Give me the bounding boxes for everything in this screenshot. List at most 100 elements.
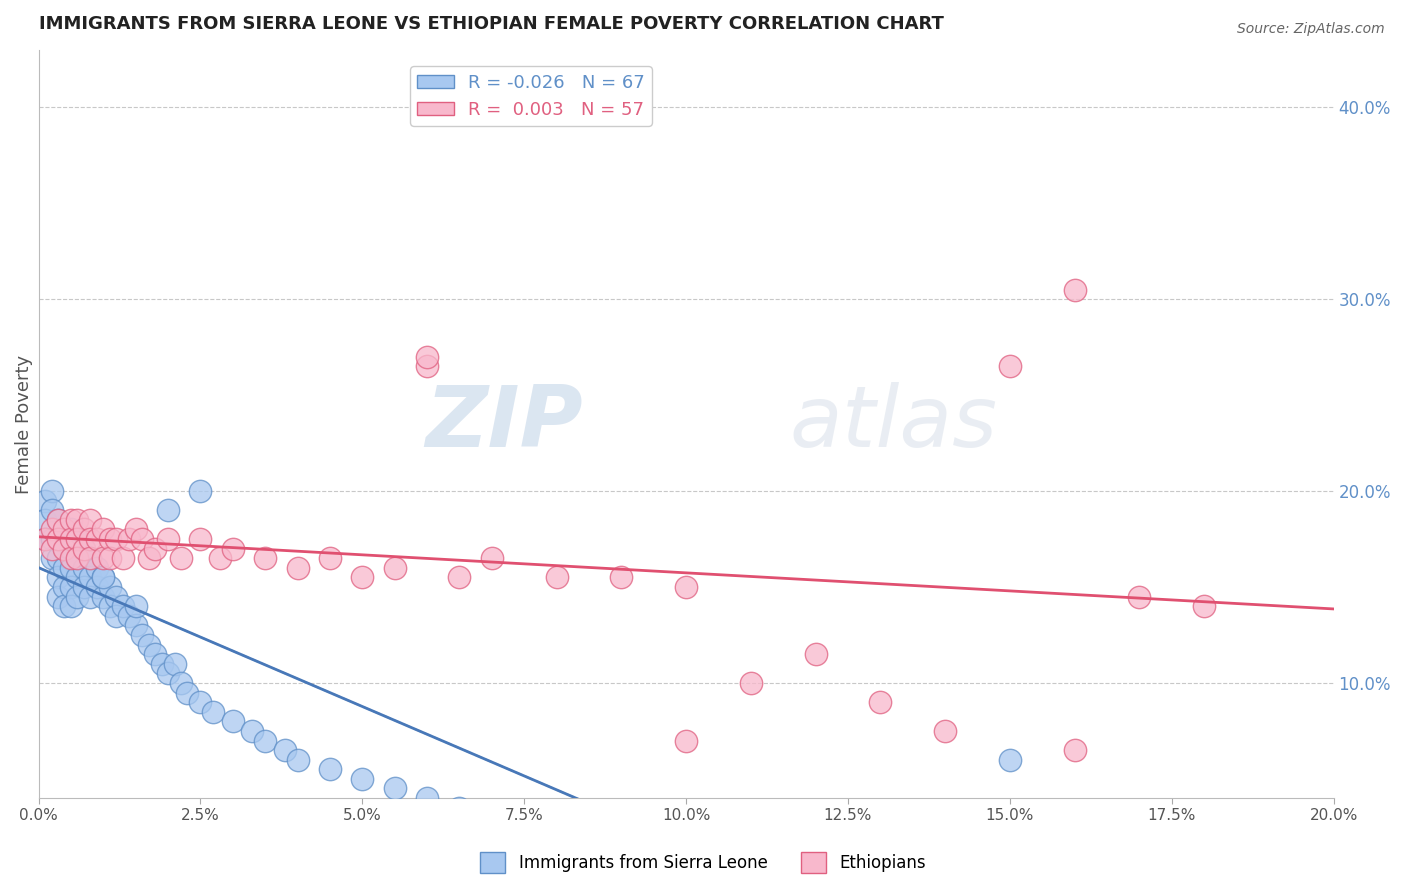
Point [352, 570, 374, 584]
Point [804, 647, 827, 661]
Point [131, 532, 153, 546]
Point [41, 532, 63, 546]
Point [59, 599, 82, 614]
Point [59, 541, 82, 556]
Point [98, 532, 121, 546]
Point [449, 800, 471, 814]
Point [384, 781, 406, 796]
Point [190, 695, 212, 709]
Point [208, 551, 231, 566]
Point [66, 513, 89, 527]
Point [125, 523, 148, 537]
Point [163, 657, 186, 671]
Point [66, 551, 89, 566]
Point [34, 513, 56, 527]
Point [59, 580, 82, 594]
Point [240, 723, 263, 738]
Point [79, 532, 101, 546]
Point [546, 570, 568, 584]
Point [254, 733, 277, 747]
Point [150, 657, 173, 671]
Point [79, 551, 101, 566]
Point [73, 541, 96, 556]
Point [170, 676, 193, 690]
Point [287, 561, 309, 575]
Point [86, 580, 108, 594]
Point [998, 359, 1021, 374]
Point [138, 638, 160, 652]
Point [91, 523, 114, 537]
Point [105, 608, 128, 623]
Point [416, 350, 439, 364]
Point [143, 541, 166, 556]
Point [610, 570, 633, 584]
Point [222, 714, 245, 729]
Legend: Immigrants from Sierra Leone, Ethiopians: Immigrants from Sierra Leone, Ethiopians [474, 846, 932, 880]
Point [46, 513, 69, 527]
Point [53, 541, 76, 556]
Point [53, 541, 76, 556]
Point [59, 532, 82, 546]
Point [157, 503, 180, 517]
Point [202, 705, 225, 719]
Text: Source: ZipAtlas.com: Source: ZipAtlas.com [1237, 22, 1385, 37]
Point [59, 513, 82, 527]
Point [91, 590, 114, 604]
Point [73, 523, 96, 537]
Point [157, 666, 180, 681]
Point [66, 532, 89, 546]
Point [138, 551, 160, 566]
Point [34, 493, 56, 508]
Point [118, 608, 141, 623]
Point [46, 532, 69, 546]
Point [1192, 599, 1215, 614]
Point [41, 541, 63, 556]
Point [46, 551, 69, 566]
Point [111, 599, 134, 614]
Point [222, 541, 245, 556]
Point [190, 484, 212, 499]
Point [59, 523, 82, 537]
Point [125, 618, 148, 632]
Point [1063, 743, 1085, 757]
Point [190, 532, 212, 546]
Point [59, 551, 82, 566]
Point [46, 532, 69, 546]
Point [449, 570, 471, 584]
Point [66, 570, 89, 584]
Point [79, 570, 101, 584]
Point [319, 762, 342, 776]
Point [53, 561, 76, 575]
Point [740, 676, 762, 690]
Point [73, 580, 96, 594]
Point [86, 561, 108, 575]
Point [131, 628, 153, 642]
Legend: R = -0.026   N = 67, R =  0.003   N = 57: R = -0.026 N = 67, R = 0.003 N = 57 [411, 66, 652, 126]
Point [287, 753, 309, 767]
Point [675, 580, 697, 594]
Point [34, 532, 56, 546]
Point [34, 532, 56, 546]
Point [125, 599, 148, 614]
Text: atlas: atlas [790, 383, 998, 466]
Point [998, 753, 1021, 767]
Point [91, 570, 114, 584]
Point [118, 532, 141, 546]
Point [66, 551, 89, 566]
Point [143, 647, 166, 661]
Point [41, 523, 63, 537]
Point [352, 772, 374, 786]
Point [675, 733, 697, 747]
Point [41, 484, 63, 499]
Point [41, 503, 63, 517]
Point [934, 723, 956, 738]
Point [1128, 590, 1150, 604]
Point [170, 551, 193, 566]
Point [66, 590, 89, 604]
Point [319, 551, 342, 566]
Text: IMMIGRANTS FROM SIERRA LEONE VS ETHIOPIAN FEMALE POVERTY CORRELATION CHART: IMMIGRANTS FROM SIERRA LEONE VS ETHIOPIA… [38, 15, 943, 33]
Point [59, 561, 82, 575]
Point [91, 570, 114, 584]
Point [66, 532, 89, 546]
Point [273, 743, 295, 757]
